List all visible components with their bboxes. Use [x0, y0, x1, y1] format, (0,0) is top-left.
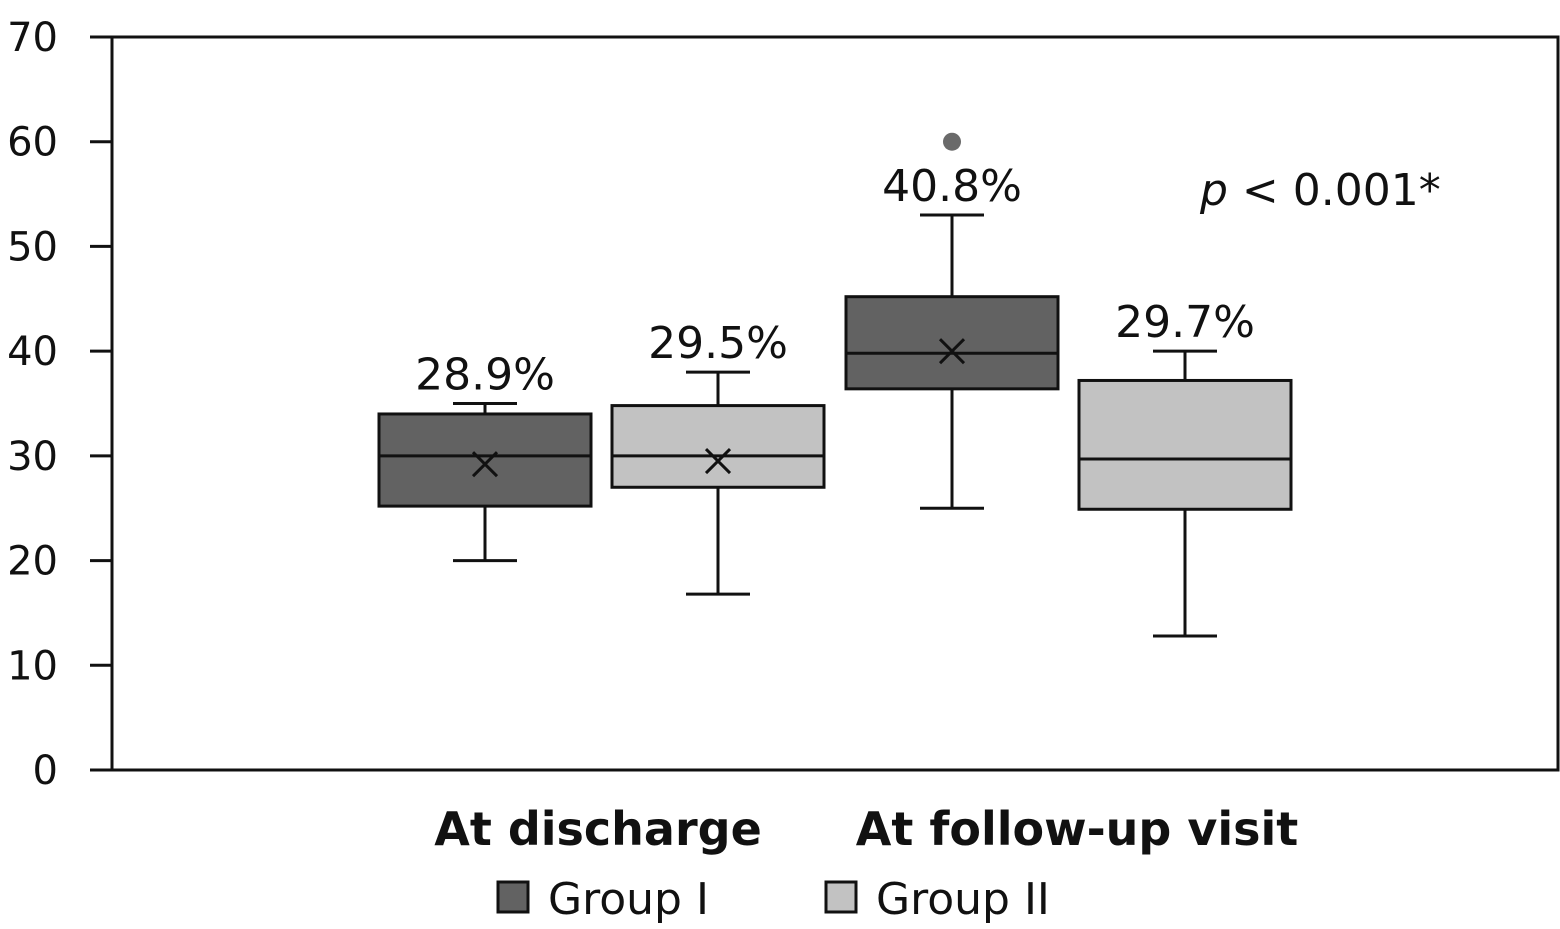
box-group-i-1: 40.8% — [844, 132, 1060, 510]
mean-marker — [938, 338, 966, 365]
box-value-label: 28.9% — [415, 350, 555, 401]
box-body — [377, 412, 593, 508]
p-value-annotation: p < 0.001* — [1199, 165, 1441, 216]
y-axis: 0 10 20 30 40 50 60 70 — [7, 15, 112, 794]
box-value-label: 40.8% — [882, 161, 1022, 212]
legend-label: Group I — [548, 874, 709, 925]
box-group-ii-0: 29.5% — [610, 318, 826, 596]
y-tick-label: 30 — [7, 434, 58, 480]
mean-marker — [704, 448, 732, 475]
p-value-text: < 0.001* — [1228, 165, 1441, 216]
box-value-label: 29.5% — [648, 318, 788, 369]
legend-label: Group II — [876, 874, 1050, 925]
y-tick-label: 0 — [33, 748, 58, 794]
box-group-i-0: 28.9% — [377, 350, 593, 563]
plot-area-frame — [110, 35, 1560, 772]
y-tick-label: 50 — [7, 224, 58, 270]
box-body — [610, 404, 826, 489]
mean-marker — [471, 451, 499, 478]
box-group-ii-1: 29.7% — [1077, 297, 1293, 638]
boxes-layer: 28.9% 40.8% 29.5% 29.7% — [377, 132, 1293, 638]
category-label: At follow-up visit — [856, 802, 1299, 856]
y-tick-label: 20 — [7, 539, 58, 585]
box-value-label: 29.7% — [1115, 297, 1255, 348]
box-body — [1077, 378, 1293, 511]
y-tick-label: 10 — [7, 643, 58, 689]
category-labels: At discharge At follow-up visit — [434, 802, 1298, 856]
category-label: At discharge — [434, 802, 762, 856]
y-tick-label: 60 — [7, 120, 58, 166]
y-tick-label: 40 — [7, 329, 58, 375]
p-symbol: p — [1199, 165, 1228, 216]
outlier-point — [943, 132, 961, 151]
legend-swatch — [496, 880, 530, 914]
box-body — [844, 295, 1060, 391]
legend: Group I Group II — [496, 874, 1050, 925]
y-tick-label: 70 — [7, 15, 58, 61]
legend-swatch — [824, 880, 858, 914]
